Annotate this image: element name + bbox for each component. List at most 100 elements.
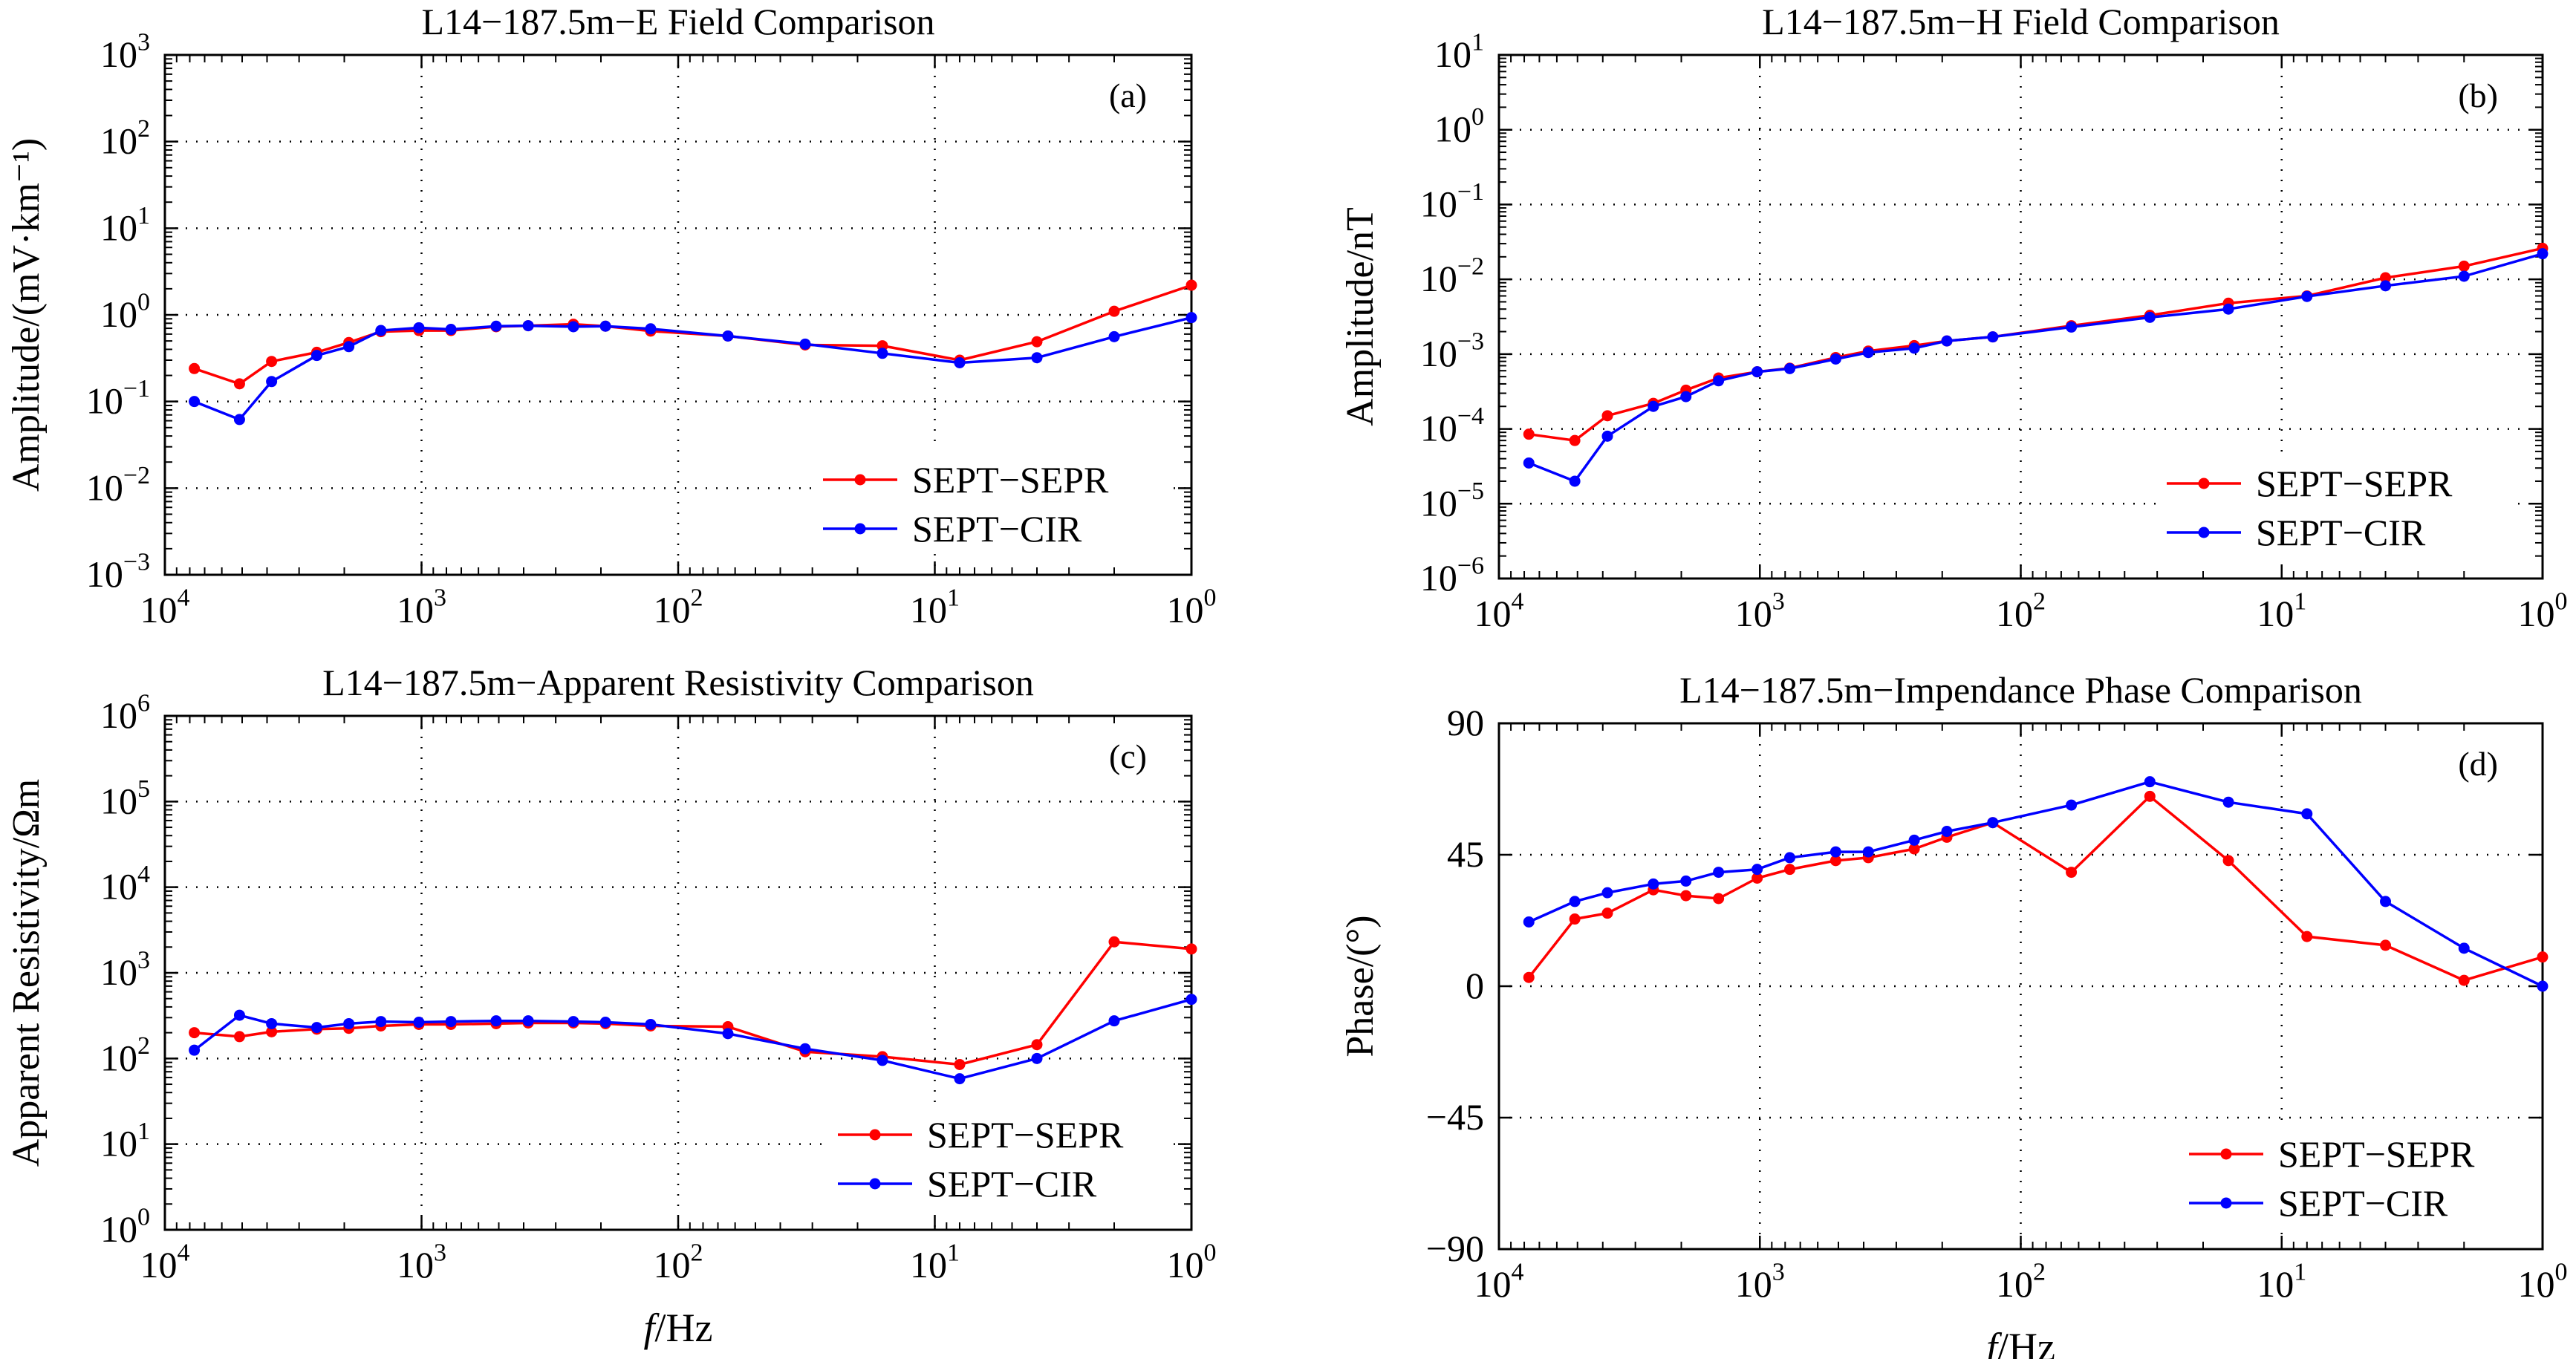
data-point xyxy=(1108,1015,1120,1027)
legend-swatch-marker xyxy=(2220,1148,2232,1160)
y-tick-label-exponent: 3 xyxy=(137,29,150,56)
x-tick-label-base: 10 xyxy=(654,589,691,630)
data-point xyxy=(2144,790,2156,802)
series-line xyxy=(193,316,1192,421)
x-tick-label-exponent: 0 xyxy=(2555,588,2568,616)
legend-box xyxy=(816,449,1165,553)
data-point xyxy=(1680,890,1692,902)
x-tick-label-base: 10 xyxy=(654,1244,691,1285)
data-point xyxy=(375,325,387,336)
data-point xyxy=(2066,799,2078,811)
x-tick-label-exponent: 1 xyxy=(2294,1259,2306,1286)
panel-label: (a) xyxy=(1109,76,1147,114)
data-point xyxy=(413,1017,425,1029)
x-tick-label-exponent: 2 xyxy=(691,584,703,612)
y-tick-label: 101 xyxy=(1434,29,1484,76)
y-tick-label-exponent: −5 xyxy=(1457,478,1484,505)
data-point xyxy=(2537,248,2549,260)
x-tick-label-exponent: 1 xyxy=(947,1239,960,1267)
data-point xyxy=(266,376,278,388)
data-point xyxy=(1569,434,1581,446)
legend-swatch-marker xyxy=(2198,478,2210,489)
x-axis-label-unit: /Hz xyxy=(1997,1325,2055,1359)
data-point xyxy=(2066,867,2078,879)
data-point xyxy=(1829,855,1841,867)
x-tick-label-exponent: 4 xyxy=(1512,588,1524,616)
legend-swatch-marker xyxy=(869,1129,881,1141)
y-axis-label: Apparent Resistivity/Ωm xyxy=(5,779,48,1167)
data-point xyxy=(2380,896,2392,907)
legend-label: SEPT−SEPR xyxy=(2278,1133,2475,1175)
y-tick-label-base: 10 xyxy=(100,1037,137,1078)
data-point xyxy=(799,338,811,350)
y-tick-label-exponent: −3 xyxy=(123,549,150,576)
data-point xyxy=(1185,312,1197,324)
legend: SEPT−SEPR SEPT−CIR xyxy=(2159,452,2516,556)
data-point xyxy=(1752,872,1763,884)
legend-swatch-marker xyxy=(869,1178,881,1190)
series-0 xyxy=(1523,790,2549,986)
data-point xyxy=(1569,896,1581,907)
y-tick-label: 10−3 xyxy=(1420,327,1484,374)
data-point xyxy=(954,356,966,368)
data-point xyxy=(2301,931,2313,942)
data-point xyxy=(1569,475,1581,487)
y-tick-label-exponent: −2 xyxy=(1457,253,1484,281)
legend: SEPT−SEPR SEPT−CIR xyxy=(816,449,1165,553)
legend-label: SEPT−CIR xyxy=(2278,1182,2448,1224)
data-point xyxy=(2458,260,2470,272)
data-point xyxy=(1031,1039,1043,1051)
x-tick-label-base: 10 xyxy=(1474,1263,1512,1305)
x-tick-label: 100 xyxy=(1167,1239,1217,1286)
x-tick-label-base: 10 xyxy=(2518,1263,2555,1305)
data-point xyxy=(567,1016,579,1028)
data-point xyxy=(522,1015,534,1027)
data-point xyxy=(1680,391,1692,403)
x-tick-label-exponent: 4 xyxy=(1512,1259,1524,1286)
panel-label: (b) xyxy=(2458,76,2498,114)
data-point xyxy=(1185,279,1197,291)
y-tick-label: 101 xyxy=(100,202,150,249)
data-point xyxy=(490,1015,502,1027)
data-point xyxy=(2222,796,2234,808)
panel-d: 104 103 102 101 100−90−4504590L14−187.5m−Imp… xyxy=(1339,669,2568,1359)
data-point xyxy=(1108,305,1120,317)
x-tick-label: 103 xyxy=(1735,588,1785,635)
legend: SEPT−SEPR SEPT−CIR xyxy=(830,1104,1165,1208)
x-tick-label-base: 10 xyxy=(397,589,434,630)
x-tick-label-exponent: 0 xyxy=(1204,1239,1217,1267)
x-tick-label: 103 xyxy=(1735,1259,1785,1306)
x-tick-label: 100 xyxy=(1167,584,1217,631)
data-point xyxy=(1862,347,1874,359)
y-tick-label-base: 10 xyxy=(86,380,123,422)
data-point xyxy=(1108,330,1120,342)
x-tick-label-base: 10 xyxy=(1735,1263,1772,1305)
x-tick-label-base: 10 xyxy=(1996,593,2033,634)
y-tick-label-base: 10 xyxy=(100,120,137,162)
data-point xyxy=(1601,430,1613,442)
series-1 xyxy=(1523,248,2549,487)
data-point xyxy=(1601,410,1613,422)
x-tick-label: 102 xyxy=(1996,588,2046,635)
y-tick-label: 10−1 xyxy=(1420,178,1484,225)
data-point xyxy=(310,1022,322,1034)
x-tick-label-exponent: 0 xyxy=(1204,584,1217,612)
data-point xyxy=(1185,994,1197,1006)
data-point xyxy=(1941,335,1953,347)
x-tick-label-base: 10 xyxy=(2257,593,2294,634)
x-tick-label: 101 xyxy=(910,1239,960,1286)
data-point xyxy=(1987,331,1999,343)
series-line xyxy=(1528,780,2543,988)
series-1 xyxy=(189,994,1197,1085)
data-point xyxy=(1601,907,1613,919)
data-point xyxy=(343,341,355,353)
x-tick-label-base: 10 xyxy=(2518,593,2555,634)
y-tick-label: 90 xyxy=(1447,702,1484,743)
y-axis-label: Amplitude/nT xyxy=(1339,207,1382,426)
plot-frame xyxy=(1497,53,2544,580)
y-tick-label-exponent: 0 xyxy=(137,1204,150,1231)
x-tick-label-base: 10 xyxy=(2257,1263,2294,1305)
data-point xyxy=(266,356,278,368)
data-point xyxy=(445,324,457,336)
